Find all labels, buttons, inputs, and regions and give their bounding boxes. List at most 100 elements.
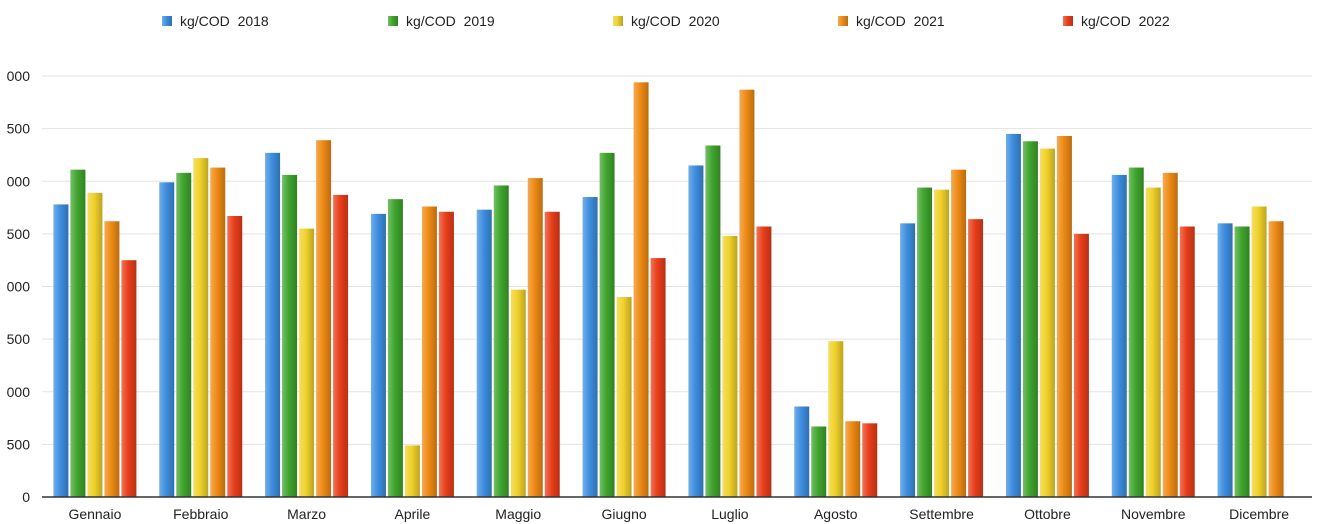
y-tick-label: 500: [7, 121, 31, 137]
bar-novembre-4: [1162, 172, 1178, 497]
bar-giugno-4: [633, 82, 649, 497]
x-tick-label: Settembre: [909, 506, 974, 522]
x-tick-label: Aprile: [395, 506, 431, 522]
bar-luglio-4: [739, 89, 755, 498]
bar-gennaio-5: [121, 260, 137, 497]
bar-settembre-3: [934, 189, 950, 498]
bar-marzo-5: [333, 194, 349, 497]
bar-gennaio-3: [87, 192, 103, 497]
bars: [53, 82, 1284, 498]
y-tick-label: 000: [7, 384, 31, 400]
bar-dicembre-1: [1217, 223, 1233, 497]
y-tick-label: 000: [7, 173, 31, 189]
y-tick-label: 000: [7, 279, 31, 295]
bar-settembre-4: [951, 169, 967, 498]
bar-settembre-1: [900, 223, 916, 497]
y-tick-label: 500: [7, 436, 31, 452]
legend-swatch: [388, 16, 398, 26]
bar-ottobre-2: [1022, 141, 1038, 497]
bar-dicembre-2: [1234, 226, 1250, 497]
bar-giugno-5: [650, 258, 666, 497]
legend-swatch: [1063, 16, 1073, 26]
x-tick-label: Giugno: [602, 506, 647, 522]
bar-giugno-3: [616, 297, 632, 497]
bar-agosto-3: [828, 341, 844, 497]
legend-item: kg/COD 2018: [162, 13, 269, 29]
bar-gennaio-1: [53, 204, 69, 497]
y-tick-label: 500: [7, 331, 31, 347]
bar-aprile-2: [387, 199, 403, 497]
bar-agosto-2: [811, 426, 827, 497]
bar-gennaio-4: [104, 221, 120, 497]
bar-aprile-4: [421, 206, 437, 497]
legend-swatch: [838, 16, 848, 26]
bar-luglio-2: [705, 145, 721, 497]
bar-maggio-2: [493, 185, 509, 497]
legend-label: kg/COD 2018: [180, 13, 269, 29]
bar-luglio-3: [722, 235, 738, 498]
bar-febbraio-3: [193, 158, 209, 497]
bar-maggio-4: [527, 178, 543, 497]
bar-marzo-2: [282, 174, 298, 497]
bar-febbraio-4: [210, 167, 226, 497]
bar-aprile-3: [404, 445, 420, 497]
legend-item: kg/COD 2022: [1063, 13, 1170, 29]
x-tick-label: Maggio: [495, 506, 541, 522]
legend-swatch: [162, 16, 172, 26]
bar-luglio-5: [756, 226, 772, 497]
bar-maggio-1: [476, 209, 492, 498]
bar-febbraio-1: [159, 182, 175, 498]
axes: 000 500 000 500 000 500 000 500 0 Gennaio Febbraio…: [7, 68, 1312, 522]
bar-luglio-1: [688, 165, 704, 497]
bar-dicembre-3: [1251, 206, 1267, 497]
bar-giugno-1: [582, 197, 598, 497]
legend-swatch: [613, 16, 623, 26]
legend-item: kg/COD 2019: [388, 13, 495, 29]
legend-item: kg/COD 2020: [613, 13, 720, 29]
bar-aprile-1: [370, 213, 386, 497]
y-tick-label: 000: [7, 68, 31, 84]
bar-agosto-1: [794, 406, 810, 497]
legend-label: kg/COD 2020: [631, 13, 720, 29]
legend-item: kg/COD 2021: [838, 13, 945, 29]
bar-novembre-3: [1145, 187, 1161, 497]
bar-marzo-1: [265, 152, 281, 497]
bar-dicembre-4: [1268, 221, 1284, 497]
bar-aprile-5: [438, 211, 454, 497]
bar-ottobre-3: [1039, 148, 1055, 497]
x-tick-label: Luglio: [711, 506, 749, 522]
bar-agosto-4: [845, 421, 861, 497]
x-tick-label: Dicembre: [1229, 506, 1289, 522]
x-tick-label: Novembre: [1121, 506, 1186, 522]
x-tick-label: Gennaio: [68, 506, 121, 522]
legend-label: kg/COD 2021: [856, 13, 945, 29]
y-tick-label: 0: [22, 489, 30, 505]
bar-febbraio-2: [176, 172, 192, 497]
bar-agosto-5: [862, 423, 878, 497]
grid: [42, 75, 1312, 445]
legend-label: kg/COD 2022: [1081, 13, 1170, 29]
bar-marzo-3: [299, 228, 315, 498]
x-tick-label: Agosto: [814, 506, 858, 522]
bar-settembre-5: [968, 219, 984, 497]
bar-ottobre-1: [1005, 133, 1021, 497]
bar-giugno-2: [599, 152, 615, 497]
bar-maggio-3: [510, 289, 526, 497]
x-tick-label: Marzo: [287, 506, 326, 522]
bar-gennaio-2: [70, 169, 86, 498]
legend-label: kg/COD 2019: [406, 13, 495, 29]
bar-ottobre-5: [1073, 233, 1089, 497]
bar-febbraio-5: [227, 215, 243, 498]
bar-novembre-2: [1128, 167, 1144, 497]
bar-maggio-5: [544, 211, 560, 497]
bar-novembre-1: [1111, 174, 1127, 497]
y-tick-label: 500: [7, 226, 31, 242]
x-tick-label: Ottobre: [1024, 506, 1071, 522]
bar-novembre-5: [1179, 226, 1195, 497]
legend: kg/COD 2018 kg/COD 2019 kg/COD 2020 kg/COD …: [162, 13, 1170, 29]
bar-marzo-4: [316, 140, 332, 497]
bar-settembre-2: [917, 187, 933, 497]
bar-ottobre-4: [1056, 135, 1072, 497]
